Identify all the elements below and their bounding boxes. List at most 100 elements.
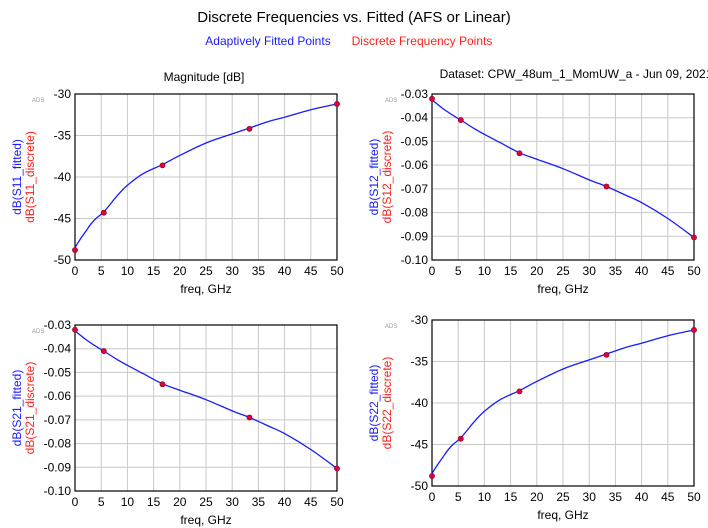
y-tick-label: -45 — [411, 438, 429, 452]
plot-frame — [74, 93, 338, 261]
y-tick-label: -0.08 — [44, 437, 72, 451]
x-tick-label: 25 — [556, 490, 570, 504]
discrete-point-marker — [246, 414, 253, 421]
x-tick-label: 40 — [278, 495, 292, 509]
x-tick-label: 45 — [304, 495, 318, 509]
discrete-point-marker — [691, 234, 697, 241]
x-tick-label: 20 — [530, 490, 544, 504]
fitted-series-line — [431, 99, 695, 238]
y-axis-label-fitted: dB(S21_fitted) — [10, 370, 24, 447]
x-tick-label: 10 — [121, 264, 135, 278]
y-tick-label: -0.03 — [44, 318, 72, 332]
ads-watermark: ADS — [32, 98, 44, 104]
y-tick-label: -0.10 — [401, 253, 429, 267]
x-tick-label: 30 — [583, 264, 597, 278]
x-tick-label: 20 — [173, 495, 187, 509]
fitted-series-line — [431, 329, 695, 474]
y-tick-label: -0.06 — [401, 158, 429, 172]
x-tick-label: 5 — [455, 490, 462, 504]
y-tick-label: -0.04 — [401, 111, 429, 125]
x-tick-label: 45 — [304, 264, 318, 278]
y-tick-label: -0.05 — [401, 134, 429, 148]
y-axis-label-discrete: dB(S11_discrete) — [23, 131, 37, 223]
y-tick-label: -0.03 — [401, 87, 429, 101]
discrete-point-marker — [603, 351, 610, 358]
fitted-series-line — [74, 330, 338, 469]
y-tick-label: -0.08 — [401, 206, 429, 220]
x-tick-label: 0 — [72, 495, 79, 509]
discrete-point-marker — [100, 209, 107, 216]
x-tick-label: 15 — [504, 490, 518, 504]
x-tick-label: 45 — [661, 264, 675, 278]
x-tick-label: 50 — [687, 264, 701, 278]
discrete-point-marker — [100, 348, 107, 354]
discrete-point-marker — [457, 117, 464, 123]
y-tick-label: -30 — [411, 313, 429, 327]
y-tick-label: -0.06 — [44, 389, 72, 403]
discrete-point-marker — [159, 381, 166, 388]
discrete-point-marker — [159, 162, 166, 169]
y-tick-label: -0.09 — [401, 229, 429, 243]
x-tick-label: 35 — [609, 264, 623, 278]
x-tick-label: 35 — [252, 495, 266, 509]
chart-panel-1: ADS 0 5 10 15 20 25 30 35 40 45 50 -50 -45 -40 -35 -30 fr… — [10, 87, 344, 296]
y-tick-label: -40 — [411, 396, 429, 410]
y-tick-label: -45 — [54, 212, 72, 226]
discrete-point-marker — [429, 473, 435, 479]
chart-panel-2: ADS 0 5 10 15 20 25 30 35 40 45 50 -0.10 -0.09 -0.08 -0… — [367, 87, 701, 296]
discrete-point-marker — [516, 150, 523, 157]
x-tick-label: 10 — [478, 264, 492, 278]
y-tick-label: -0.07 — [401, 182, 429, 196]
x-tick-label: 30 — [583, 490, 597, 504]
x-axis-label: freq, GHz — [537, 508, 588, 522]
x-tick-label: 15 — [147, 264, 161, 278]
x-tick-label: 35 — [609, 490, 623, 504]
x-tick-label: 30 — [226, 264, 240, 278]
y-tick-label: -0.10 — [44, 484, 72, 498]
x-tick-label: 5 — [455, 264, 462, 278]
x-tick-label: 50 — [687, 490, 701, 504]
plot-frame — [431, 93, 695, 261]
x-tick-label: 40 — [635, 490, 649, 504]
y-tick-label: -50 — [54, 253, 72, 267]
discrete-point-marker — [72, 247, 78, 253]
y-axis-label-fitted: dB(S22_fitted) — [367, 365, 381, 442]
discrete-point-marker — [246, 125, 253, 132]
x-tick-label: 20 — [530, 264, 544, 278]
fitted-series-line — [74, 103, 338, 248]
x-tick-label: 40 — [278, 264, 292, 278]
y-axis-label-fitted: dB(S11_fitted) — [10, 139, 24, 215]
x-axis-label: freq, GHz — [180, 282, 231, 296]
chart-panel-3: ADS 0 5 10 15 20 25 30 35 40 45 50 -0.10 -0.09 -0.08 -0… — [10, 318, 344, 527]
discrete-point-marker — [457, 435, 464, 442]
x-tick-label: 20 — [173, 264, 187, 278]
dataset-label: Dataset: CPW_48um_1_MomUW_a - Jun 09, 20… — [440, 67, 708, 81]
discrete-point-marker — [429, 95, 435, 102]
y-tick-label: -35 — [411, 355, 429, 369]
x-tick-label: 25 — [556, 264, 570, 278]
x-tick-label: 0 — [72, 264, 79, 278]
y-tick-label: -30 — [54, 87, 72, 101]
x-tick-label: 50 — [330, 495, 344, 509]
y-tick-label: -0.05 — [44, 365, 72, 379]
y-tick-label: -50 — [411, 479, 429, 493]
x-tick-label: 40 — [635, 264, 649, 278]
chart-panel-4: ADS 0 5 10 15 20 25 30 35 40 45 50 -50 -45 -40 -35 -30 fr… — [367, 313, 701, 522]
magnitude-subtitle: Magnitude [dB] — [164, 70, 245, 84]
x-tick-label: 0 — [429, 264, 436, 278]
y-tick-label: -0.07 — [44, 413, 72, 427]
x-tick-label: 15 — [504, 264, 518, 278]
y-tick-label: -35 — [54, 129, 72, 143]
x-axis-label: freq, GHz — [180, 513, 231, 527]
x-tick-label: 30 — [226, 495, 240, 509]
discrete-point-marker — [516, 388, 523, 395]
legend-fitted-label: Adaptively Fitted Points — [205, 34, 330, 48]
discrete-point-marker — [334, 101, 340, 107]
ads-watermark: ADS — [385, 324, 397, 330]
x-tick-label: 45 — [661, 490, 675, 504]
figure-title: Discrete Frequencies vs. Fitted (AFS or … — [197, 9, 510, 26]
ads-watermark: ADS — [385, 98, 397, 104]
discrete-point-marker — [691, 327, 697, 333]
